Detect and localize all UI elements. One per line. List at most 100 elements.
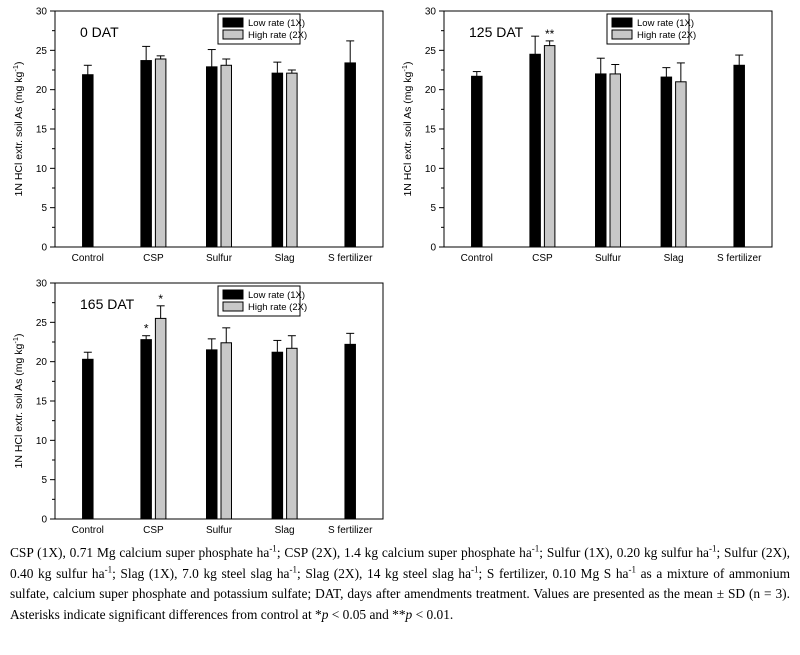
y-tick-label: 30 (425, 7, 437, 18)
chart-panel-0-dat: 0 5 10 15 20 25 30 1N HCl extr. soil As (mg kg-… (11, 7, 384, 264)
bar-control-low-rate-1x (82, 358, 94, 520)
caption-superscript: -1 (269, 543, 277, 554)
bar-sulfur-low-rate-1x (206, 66, 218, 248)
legend-label-high-rate-2x: High rate (2X) (637, 30, 696, 41)
y-axis-label: 1N HCl extr. soil As (mg kg-1) (11, 333, 25, 468)
y-tick-label: 15 (425, 125, 437, 136)
y-tick-label: 0 (430, 243, 436, 254)
caption-text: ; Slag (2X), 14 kg steel slag ha (296, 565, 472, 581)
caption-text: ; CSP (2X), 1.4 kg calcium super phospha… (276, 545, 532, 560)
caption-italic: p (321, 606, 329, 622)
legend-swatch-low-rate-1x (611, 17, 633, 28)
panel-title: 125 DAT (469, 24, 524, 40)
y-tick-label: 10 (425, 164, 437, 175)
legend-label-low-rate-1x: Low rate (1X) (248, 18, 305, 29)
legend: Low rate (1X)High rate (2X) (606, 13, 696, 45)
legend-swatch-low-rate-1x (222, 17, 244, 28)
y-tick-label: 20 (425, 85, 437, 96)
y-axis-label: 1N HCl extr. soil As (mg kg-1) (400, 61, 414, 196)
bar-control-low-rate-1x (471, 75, 483, 248)
caption-italic: p (405, 606, 413, 622)
panel-title: 0 DAT (80, 24, 119, 40)
legend-label-high-rate-2x: High rate (2X) (248, 30, 307, 41)
caption-text: < 0.05 and ** (328, 606, 406, 622)
x-tick-label-s-fertilizer: S fertilizer (328, 525, 373, 536)
bar-slag-high-rate-2x (286, 347, 298, 520)
x-tick-label-s-fertilizer: S fertilizer (717, 253, 762, 264)
bar-slag-high-rate-2x (286, 72, 298, 248)
x-tick-label-control: Control (72, 253, 104, 264)
caption-superscript: -1 (289, 564, 297, 575)
bar-csp-low-rate-1x (529, 53, 541, 248)
y-tick-label: 0 (41, 243, 47, 254)
bar-csp-high-rate-2x (154, 58, 167, 248)
caption-text: < 0.01. (412, 606, 454, 622)
legend-label-low-rate-1x: Low rate (1X) (248, 290, 305, 301)
bar-sulfur-high-rate-2x (220, 64, 232, 248)
bar-s-fertilizer-low-rate-1x (733, 64, 745, 248)
caption-text: as a mixture of ammonium sulfate, calciu… (10, 565, 791, 622)
bar-csp-low-rate-1x (140, 60, 152, 248)
legend-swatch-high-rate-2x (222, 29, 244, 40)
plot-frame (54, 282, 384, 520)
charts-figure: 0 5 10 15 20 25 30 1N HCl extr. soil As (mg kg-… (11, 7, 773, 536)
bar-sulfur-high-rate-2x (609, 73, 621, 248)
bar-slag-low-rate-1x (660, 76, 673, 248)
caption-text: ; Sulfur (1X), 0.20 kg sulfur ha (539, 545, 709, 560)
bar-csp-low-rate-1x (140, 339, 152, 520)
x-tick-label-csp: CSP (143, 253, 164, 264)
chart-panel-125-dat: 0 5 10 15 20 25 30 1N HCl extr. soil As (mg kg-… (400, 7, 773, 264)
legend-label-low-rate-1x: Low rate (1X) (637, 18, 694, 29)
bar-slag-low-rate-1x (271, 72, 284, 248)
bar-csp-high-rate-2x (154, 317, 167, 520)
bar-csp-high-rate-2x (543, 45, 556, 248)
x-tick-label-csp: CSP (532, 253, 553, 264)
plot-frame (443, 10, 773, 248)
bar-s-fertilizer-low-rate-1x (344, 62, 356, 248)
y-tick-label: 25 (36, 318, 48, 329)
legend-swatch-high-rate-2x (222, 301, 244, 312)
y-tick-label: 0 (41, 515, 47, 526)
y-tick-label: 10 (36, 436, 48, 447)
y-tick-label: 5 (41, 475, 47, 486)
significance-mark: * (158, 292, 163, 306)
caption-superscript: -1 (628, 564, 636, 575)
bar-control-low-rate-1x (82, 74, 94, 248)
bar-slag-high-rate-2x (675, 81, 687, 248)
y-tick-label: 5 (41, 203, 47, 214)
y-tick-label: 15 (36, 397, 48, 408)
caption-superscript: -1 (471, 564, 479, 575)
y-tick-label: 20 (36, 357, 48, 368)
y-tick-label: 15 (36, 125, 48, 136)
y-tick-label: 10 (36, 164, 48, 175)
caption-text: CSP (1X), 0.71 Mg calcium super phosphat… (10, 545, 270, 560)
y-tick-label: 5 (430, 203, 436, 214)
x-tick-label-sulfur: Sulfur (595, 253, 622, 264)
y-tick-label: 30 (36, 279, 48, 290)
bar-sulfur-low-rate-1x (206, 349, 218, 520)
chart-panel-165-dat: 0 5 10 15 20 25 30 1N HCl extr. soil As (mg kg-… (11, 279, 384, 536)
x-tick-label-s-fertilizer: S fertilizer (328, 253, 373, 264)
x-tick-label-slag: Slag (664, 253, 684, 264)
panel-title: 165 DAT (80, 296, 135, 312)
y-tick-label: 25 (425, 46, 437, 57)
x-tick-label-slag: Slag (275, 525, 295, 536)
significance-mark: * (144, 322, 149, 336)
bar-sulfur-high-rate-2x (220, 342, 232, 520)
bar-sulfur-low-rate-1x (595, 73, 607, 248)
caption-text: ; Sulfur (2X), 0.40 kg sulfur ha (10, 545, 791, 581)
y-tick-label: 25 (36, 46, 48, 57)
legend-label-high-rate-2x: High rate (2X) (248, 302, 307, 313)
x-tick-label-control: Control (461, 253, 493, 264)
legend-swatch-high-rate-2x (611, 29, 633, 40)
x-tick-label-slag: Slag (275, 253, 295, 264)
x-tick-label-control: Control (72, 525, 104, 536)
caption-superscript: -1 (104, 564, 113, 575)
x-tick-label-sulfur: Sulfur (206, 253, 233, 264)
y-tick-label: 20 (36, 85, 48, 96)
y-axis-label: 1N HCl extr. soil As (mg kg-1) (11, 61, 25, 196)
caption-superscript: -1 (531, 543, 540, 554)
legend: Low rate (1X)High rate (2X) (217, 285, 307, 317)
significance-mark: ** (545, 27, 555, 41)
x-tick-label-sulfur: Sulfur (206, 525, 233, 536)
